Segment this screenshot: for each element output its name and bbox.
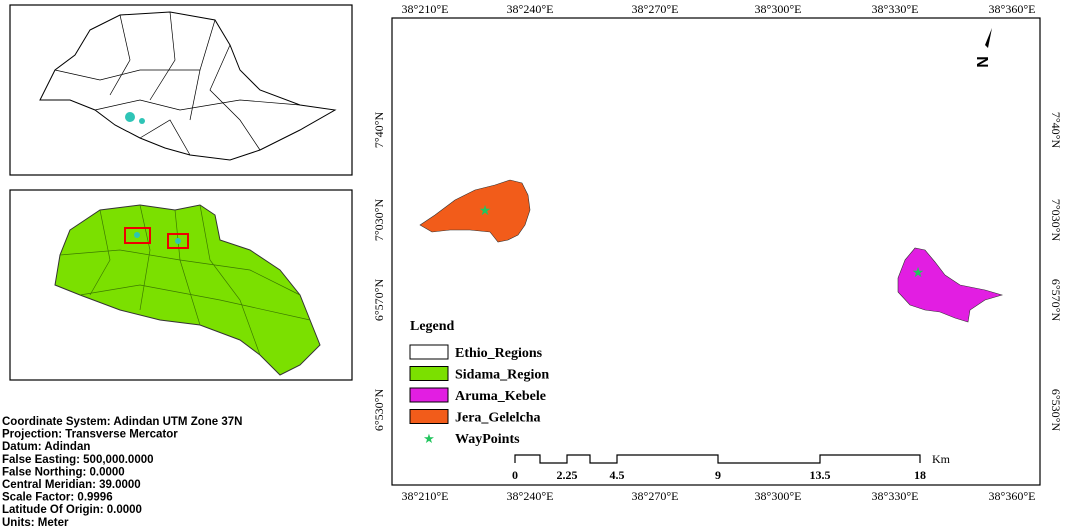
latitude-label: 7°030°N — [1049, 199, 1063, 242]
latitude-label: 7°030°N — [372, 199, 386, 242]
coordinate-info: False Northing: 0.0000 — [2, 466, 125, 478]
study-area — [139, 118, 145, 124]
latitude-label: 7°40°N — [1049, 112, 1063, 149]
longitude-label: 38°300°E — [755, 489, 802, 503]
aruma-kebele — [897, 247, 1004, 323]
scale-unit: Km — [932, 452, 951, 466]
study-box — [124, 227, 151, 244]
scale-label: 0 — [512, 468, 518, 482]
coordinate-info: False Easting: 500,000.0000 — [2, 454, 154, 466]
longitude-label: 38°240°E — [507, 489, 554, 503]
north-arrow — [985, 28, 992, 48]
legend-label: Ethio_Regions — [455, 346, 543, 361]
waypoint: ★ — [912, 264, 925, 280]
ethiopia-regions — [39, 11, 337, 161]
study-area — [134, 232, 140, 238]
legend-label: Jera_Gelelcha — [455, 411, 541, 426]
longitude-label: 38°210°E — [402, 2, 449, 16]
waypoint: ★ — [479, 202, 492, 218]
woreda-borders — [59, 204, 311, 356]
longitude-label: 38°270°E — [632, 489, 679, 503]
legend-label: WayPoints — [455, 432, 520, 447]
study-area — [175, 238, 181, 244]
legend-swatch — [409, 387, 449, 403]
latitude-label: 6°570°N — [372, 279, 386, 322]
longitude-label: 38°360°E — [989, 2, 1036, 16]
scale-label: 2.25 — [557, 468, 578, 482]
coordinate-info: Projection: Transverse Mercator — [2, 429, 178, 441]
longitude-label: 38°210°E — [402, 489, 449, 503]
scale-label: 4.5 — [610, 468, 625, 482]
longitude-label: 38°360°E — [989, 489, 1036, 503]
sidama-region — [54, 204, 321, 376]
longitude-label: 38°300°E — [755, 2, 802, 16]
latitude-label: 7°40°N — [372, 112, 386, 149]
legend-swatch — [409, 409, 449, 424]
latitude-label: 6°570°N — [1049, 279, 1063, 322]
legend-title: Legend — [410, 319, 455, 334]
legend-label: Sidama_Region — [455, 368, 549, 383]
scale-label: 13.5 — [810, 468, 831, 482]
longitude-label: 38°270°E — [632, 2, 679, 16]
longitude-label: 38°240°E — [507, 2, 554, 16]
jera-gelelcha — [419, 179, 531, 243]
legend-label: Aruma_Kebele — [455, 389, 546, 404]
coordinate-info: Latitude Of Origin: 0.0000 — [2, 504, 142, 516]
longitude-label: 38°330°E — [872, 2, 919, 16]
scale-label: 9 — [715, 468, 721, 482]
latitude-label: 6°530°N — [372, 389, 386, 432]
study-box — [167, 233, 189, 249]
region-borders — [54, 11, 301, 156]
north-label: N — [975, 56, 992, 68]
coordinate-info: Scale Factor: 0.9996 — [2, 492, 113, 504]
study-area — [125, 112, 135, 122]
scale-bar: Km — [514, 452, 951, 466]
coordinate-info: Coordinate System: Adindan UTM Zone 37N — [2, 416, 242, 428]
coordinate-info: Units: Meter — [2, 517, 69, 529]
coordinate-info: Datum: Adindan — [2, 441, 90, 453]
legend-star: ★ — [423, 431, 435, 446]
legend-swatch — [409, 344, 449, 360]
longitude-label: 38°330°E — [872, 489, 919, 503]
scale-label: 18 — [914, 468, 926, 482]
coordinate-info: Central Meridian: 39.0000 — [2, 479, 141, 491]
legend-swatch — [409, 366, 449, 381]
legend: Legend — [410, 319, 455, 334]
main-map-frame — [391, 17, 1041, 486]
latitude-label: 6°530°N — [1049, 389, 1063, 432]
scale-line — [514, 454, 921, 464]
